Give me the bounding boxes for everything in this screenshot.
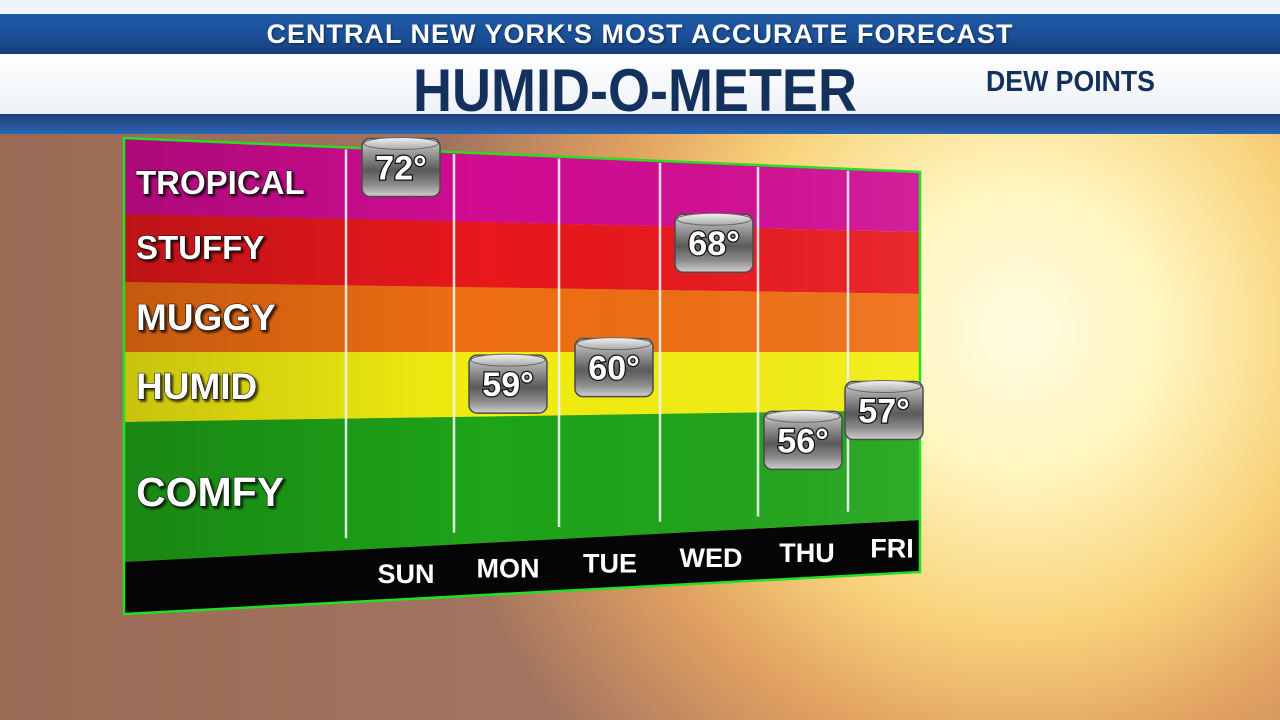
day-label-fri: FRI — [870, 533, 914, 563]
dew-point-marker-mon: 59° — [468, 353, 548, 414]
band-label-stuffy: STUFFY — [136, 229, 264, 266]
strap-text: CENTRAL NEW YORK'S MOST ACCURATE FORECAS… — [266, 18, 1014, 49]
dew-point-value: 72° — [375, 149, 426, 187]
header-bottom-band — [0, 114, 1280, 134]
marker-rim — [846, 380, 922, 394]
dew-point-value: 60° — [588, 350, 639, 388]
board-shading — [124, 138, 920, 562]
header-strap: CENTRAL NEW YORK'S MOST ACCURATE FORECAS… — [0, 14, 1280, 54]
band-label-comfy: COMFY — [136, 469, 284, 515]
dew-point-marker-tue: 60° — [574, 337, 654, 398]
marker-rim — [470, 353, 546, 367]
marker-rim — [363, 136, 439, 150]
dew-point-value: 68° — [688, 225, 739, 263]
day-label-tue: TUE — [583, 548, 637, 578]
dew-point-value: 59° — [482, 366, 533, 404]
dew-point-value: 57° — [858, 393, 909, 431]
day-label-wed: WED — [680, 543, 743, 573]
day-label-thu: THU — [779, 538, 835, 568]
humidity-board: TROPICAL STUFFY MUGGY HUMID COMFY SUN MON TUE W… — [122, 136, 924, 616]
marker-rim — [765, 409, 841, 423]
marker-rim — [576, 337, 652, 351]
page-title: HUMID-O-METER — [413, 57, 857, 124]
band-label-humid: HUMID — [136, 366, 257, 407]
day-label-mon: MON — [477, 554, 540, 584]
marker-rim — [676, 212, 752, 226]
band-label-tropical: TROPICAL — [136, 164, 305, 201]
board-border — [122, 136, 922, 616]
page-subtitle: DEW POINTS — [986, 66, 1155, 98]
dew-point-marker-wed: 68° — [674, 212, 754, 273]
day-axis-strip — [124, 520, 920, 614]
dew-point-marker-thu: 56° — [763, 409, 843, 471]
header-bar: CENTRAL NEW YORK'S MOST ACCURATE FORECAS… — [0, 0, 1280, 132]
band-label-muggy: MUGGY — [136, 297, 276, 338]
dew-point-marker-sun: 72° — [361, 136, 441, 198]
dew-point-value: 56° — [777, 422, 828, 460]
day-label-sun: SUN — [377, 559, 434, 589]
dew-point-marker-fri: 57° — [844, 380, 924, 441]
